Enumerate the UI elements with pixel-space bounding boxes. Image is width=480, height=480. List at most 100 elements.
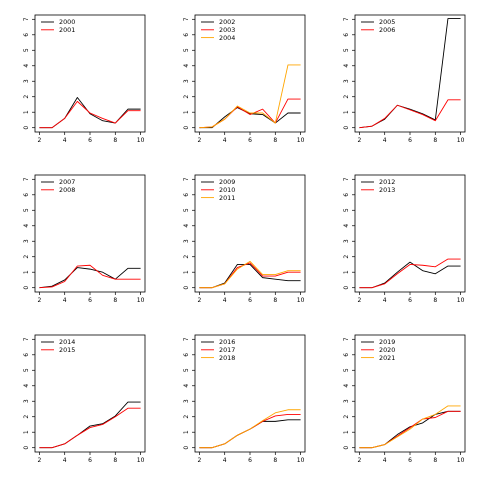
y-tick-label: 7 bbox=[343, 337, 350, 341]
legend-label: 2021 bbox=[379, 354, 395, 362]
legend-label: 2011 bbox=[219, 194, 235, 202]
y-tick-label: 0 bbox=[23, 286, 30, 290]
series-line-2015 bbox=[39, 407, 141, 449]
y-tick-label: 0 bbox=[343, 126, 350, 130]
legend-label: 2003 bbox=[219, 26, 235, 34]
legend-label: 2007 bbox=[59, 178, 75, 186]
plot-frame bbox=[194, 334, 306, 453]
y-tick-label: 6 bbox=[183, 33, 190, 37]
y-tick-label: 7 bbox=[343, 177, 350, 181]
plot-frame bbox=[194, 174, 306, 293]
x-tick-label: 10 bbox=[457, 297, 465, 304]
x-tick-label: 8 bbox=[113, 137, 117, 144]
y-tick-label: 6 bbox=[183, 353, 190, 357]
y-tick-label: 0 bbox=[183, 286, 190, 290]
plot-frame bbox=[354, 14, 466, 133]
legend-label: 2017 bbox=[219, 346, 235, 354]
series-line-2006 bbox=[359, 99, 461, 129]
series-line-2016 bbox=[199, 419, 301, 449]
y-tick-label: 3 bbox=[183, 399, 190, 403]
plot-frame bbox=[354, 334, 466, 453]
series-line-2021 bbox=[359, 405, 461, 449]
y-tick-label: 5 bbox=[23, 368, 30, 372]
y-tick-label: 7 bbox=[183, 337, 190, 341]
x-tick-label: 2 bbox=[37, 297, 41, 304]
y-tick-label: 3 bbox=[23, 79, 30, 83]
y-tick-label: 4 bbox=[183, 384, 190, 388]
x-tick-label: 10 bbox=[137, 457, 145, 464]
series-line-2009 bbox=[199, 264, 301, 289]
y-tick-label: 1 bbox=[183, 430, 190, 434]
series-line-2013 bbox=[359, 258, 461, 289]
x-tick-label: 4 bbox=[223, 137, 227, 144]
y-tick-label: 7 bbox=[183, 17, 190, 21]
y-tick-label: 2 bbox=[183, 255, 190, 259]
x-tick-label: 6 bbox=[408, 137, 412, 144]
series-line-2004 bbox=[199, 64, 301, 129]
series-line-2018 bbox=[199, 409, 301, 449]
x-tick-label: 10 bbox=[297, 297, 305, 304]
y-tick-label: 3 bbox=[183, 239, 190, 243]
y-tick-label: 4 bbox=[343, 64, 350, 68]
x-tick-label: 6 bbox=[408, 297, 412, 304]
y-tick-label: 7 bbox=[343, 17, 350, 21]
legend-label: 2008 bbox=[59, 186, 75, 194]
x-tick-label: 2 bbox=[357, 297, 361, 304]
x-tick-label: 8 bbox=[113, 457, 117, 464]
x-tick-label: 10 bbox=[297, 457, 305, 464]
series-line-2008 bbox=[39, 264, 141, 289]
y-tick-label: 6 bbox=[23, 353, 30, 357]
legend-label: 2005 bbox=[379, 18, 395, 26]
y-tick-label: 7 bbox=[23, 177, 30, 181]
x-tick-label: 2 bbox=[37, 137, 41, 144]
y-tick-label: 3 bbox=[183, 79, 190, 83]
y-tick-label: 2 bbox=[23, 255, 30, 259]
y-tick-label: 6 bbox=[23, 193, 30, 197]
x-tick-label: 6 bbox=[248, 297, 252, 304]
x-tick-label: 2 bbox=[197, 297, 201, 304]
legend-label: 2020 bbox=[379, 346, 395, 354]
y-tick-label: 6 bbox=[23, 33, 30, 37]
series-line-2005 bbox=[359, 18, 461, 129]
x-tick-label: 6 bbox=[88, 457, 92, 464]
y-tick-label: 4 bbox=[343, 224, 350, 228]
y-tick-label: 1 bbox=[343, 110, 350, 114]
y-tick-label: 1 bbox=[183, 110, 190, 114]
legend-label: 2004 bbox=[219, 34, 235, 42]
y-tick-label: 0 bbox=[343, 446, 350, 450]
y-tick-label: 6 bbox=[343, 33, 350, 37]
y-tick-label: 3 bbox=[23, 239, 30, 243]
legend-label: 2019 bbox=[379, 338, 395, 346]
x-tick-label: 10 bbox=[457, 457, 465, 464]
y-tick-label: 3 bbox=[23, 399, 30, 403]
x-tick-label: 8 bbox=[273, 137, 277, 144]
legend-label: 2000 bbox=[59, 18, 75, 26]
y-tick-label: 6 bbox=[183, 193, 190, 197]
x-tick-label: 4 bbox=[63, 137, 67, 144]
series-line-2014 bbox=[39, 401, 141, 449]
x-tick-label: 6 bbox=[408, 457, 412, 464]
plot-frame bbox=[34, 334, 146, 453]
legend-label: 2010 bbox=[219, 186, 235, 194]
x-tick-label: 2 bbox=[197, 137, 201, 144]
legend-label: 2001 bbox=[59, 26, 75, 34]
x-tick-label: 6 bbox=[248, 457, 252, 464]
x-tick-label: 10 bbox=[137, 137, 145, 144]
legend-label: 2013 bbox=[379, 186, 395, 194]
